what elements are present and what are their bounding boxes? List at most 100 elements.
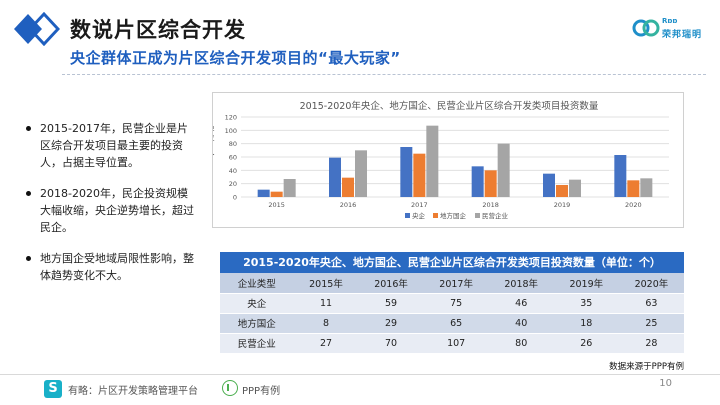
table-row: 央企 11 59 75 46 35 63: [220, 293, 684, 314]
chart-xtick-label: 2016: [340, 201, 357, 209]
table-header-cell: 2019年: [553, 273, 619, 294]
chart-xtick-label: 2019: [554, 201, 571, 209]
page-subtitle: 央企群体正成为片区综合开发项目的“最大玩家”: [70, 49, 401, 67]
logo-text-top: Rɒɒ: [662, 17, 678, 25]
table-header-cell: 2015年: [293, 273, 359, 294]
logo-text-bottom: 荣邦瑞明: [662, 30, 703, 40]
table-cell: 29: [358, 313, 424, 334]
chart-legend-label: 民营企业: [482, 211, 509, 220]
table-cell: 40: [488, 313, 554, 334]
table-cell: 107: [423, 333, 489, 354]
table-cell: 27: [293, 333, 359, 354]
table-cell: 70: [358, 333, 424, 354]
chart-legend-label: 央企: [412, 211, 426, 220]
chart-ytick-label: 40: [229, 167, 237, 175]
table-cell: 35: [553, 293, 619, 314]
table-cell: 11: [293, 293, 359, 314]
table-cell: 8: [293, 313, 359, 334]
chart-bar: [640, 178, 653, 197]
ppp-logo-icon: [222, 380, 238, 396]
data-table: 2015-2020年央企、地方国企、民营企业片区综合开发类项目投资数量（单位：个…: [220, 252, 684, 354]
bullet-text: 2015-2017年，民营企业是片区综合开发项目最主要的投资人，占据主导位置。: [40, 122, 188, 169]
chart-ytick-label: 100: [225, 127, 237, 135]
table-cell: 25: [618, 313, 684, 334]
investment-table: 企业类型 2015年 2016年 2017年 2018年 2019年 2020年…: [220, 273, 684, 354]
chart-bar: [484, 170, 497, 197]
chart-ytick-label: 20: [229, 180, 237, 188]
table-cell: 65: [423, 313, 489, 334]
table-cell: 民营企业: [220, 333, 294, 354]
bullet-dot-icon: [26, 191, 31, 196]
table-cell: 46: [488, 293, 554, 314]
chart-bar: [569, 179, 581, 197]
table-cell: 75: [423, 293, 489, 314]
chart-xtick-label: 2017: [411, 201, 428, 209]
footer-divider: [0, 374, 720, 375]
chart-legend-swatch: [405, 213, 410, 218]
chart-bar: [556, 185, 568, 197]
table-cell: 26: [553, 333, 619, 354]
table-cell: 63: [618, 293, 684, 314]
footer-label: 有略：片区开发策略管理平台: [68, 386, 198, 397]
table-cell: 80: [488, 333, 554, 354]
bullet-list: 2015-2017年，民营企业是片区综合开发项目最主要的投资人，占据主导位置。 …: [26, 120, 196, 298]
header-divider: [62, 74, 706, 75]
double-diamond-icon: [14, 12, 60, 46]
chart-bar: [426, 125, 439, 197]
bullet-text: 地方国企受地域局限性影响，整体趋势变化不大。: [40, 252, 194, 282]
chart-ytick-label: 120: [225, 114, 237, 122]
table-row: 地方国企 8 29 65 40 18 25: [220, 313, 684, 334]
table-cell: 18: [553, 313, 619, 334]
table-title: 2015-2020年央企、地方国企、民营企业片区综合开发类项目投资数量（单位：个…: [220, 252, 684, 273]
logo-rings-icon: [632, 19, 660, 37]
chart-xtick-label: 2018: [482, 201, 499, 209]
chart-bar: [400, 147, 413, 197]
bullet-dot-icon: [26, 256, 31, 261]
table-row: 民营企业 27 70 107 80 26 28: [220, 333, 684, 354]
chart-bar: [329, 157, 341, 197]
bar-chart: 2015-2020年央企、地方国企、民营企业片区综合开发类项目投资数量单位：个 0…: [212, 92, 684, 228]
table-header-cell: 2017年: [423, 273, 489, 294]
chart-bar: [270, 191, 283, 197]
chart-canvas: 2015-2020年央企、地方国企、民营企业片区综合开发类项目投资数量单位：个 0…: [213, 100, 669, 220]
table-header-cell: 2016年: [358, 273, 424, 294]
bullet-item: 地方国企受地域局限性影响，整体趋势变化不大。: [26, 250, 196, 284]
chart-ylabel: 单位：个: [213, 123, 215, 160]
table-cell: 地方国企: [220, 313, 294, 334]
chart-bar: [627, 180, 640, 197]
chart-legend-label: 地方国企: [440, 211, 467, 220]
chart-bar: [342, 177, 354, 197]
chart-bar: [614, 155, 627, 197]
chart-bar: [257, 189, 270, 197]
chart-bar: [355, 150, 367, 197]
table-header-cell: 2020年: [618, 273, 684, 294]
chart-bar: [543, 173, 555, 197]
chart-bar: [471, 166, 484, 197]
page-title: 数说片区综合开发: [70, 18, 246, 42]
table-header-row: 企业类型 2015年 2016年 2017年 2018年 2019年 2020年: [220, 273, 684, 294]
s-logo-icon: S: [44, 380, 62, 398]
chart-xtick-label: 2020: [625, 201, 642, 209]
source-note: 数据来源于PPP有例: [609, 362, 684, 372]
table-cell: 59: [358, 293, 424, 314]
chart-xtick-label: 2015: [268, 201, 285, 209]
table-header-cell: 2018年: [488, 273, 554, 294]
chart-ytick-label: 60: [229, 154, 237, 162]
chart-title: 2015-2020年央企、地方国企、民营企业片区综合开发类项目投资数量: [300, 100, 599, 112]
chart-bar: [283, 179, 296, 197]
bullet-item: 2015-2017年，民营企业是片区综合开发项目最主要的投资人，占据主导位置。: [26, 120, 196, 171]
footer-brand: PPP有例: [242, 386, 281, 397]
table-header-cell: 企业类型: [220, 273, 294, 294]
company-logo: Rɒɒ 荣邦瑞明: [632, 16, 708, 42]
page-number: 10: [659, 378, 672, 389]
bullet-item: 2018-2020年，民企投资规模大幅收缩，央企逆势增长，超过民企。: [26, 185, 196, 236]
chart-ytick-label: 0: [233, 194, 237, 202]
chart-ytick-label: 80: [229, 140, 237, 148]
chart-bar: [497, 143, 510, 197]
table-cell: 央企: [220, 293, 294, 314]
chart-bar: [413, 153, 426, 197]
chart-legend-swatch: [475, 213, 480, 218]
bullet-text: 2018-2020年，民企投资规模大幅收缩，央企逆势增长，超过民企。: [40, 187, 194, 234]
bullet-dot-icon: [26, 126, 31, 131]
table-cell: 28: [618, 333, 684, 354]
